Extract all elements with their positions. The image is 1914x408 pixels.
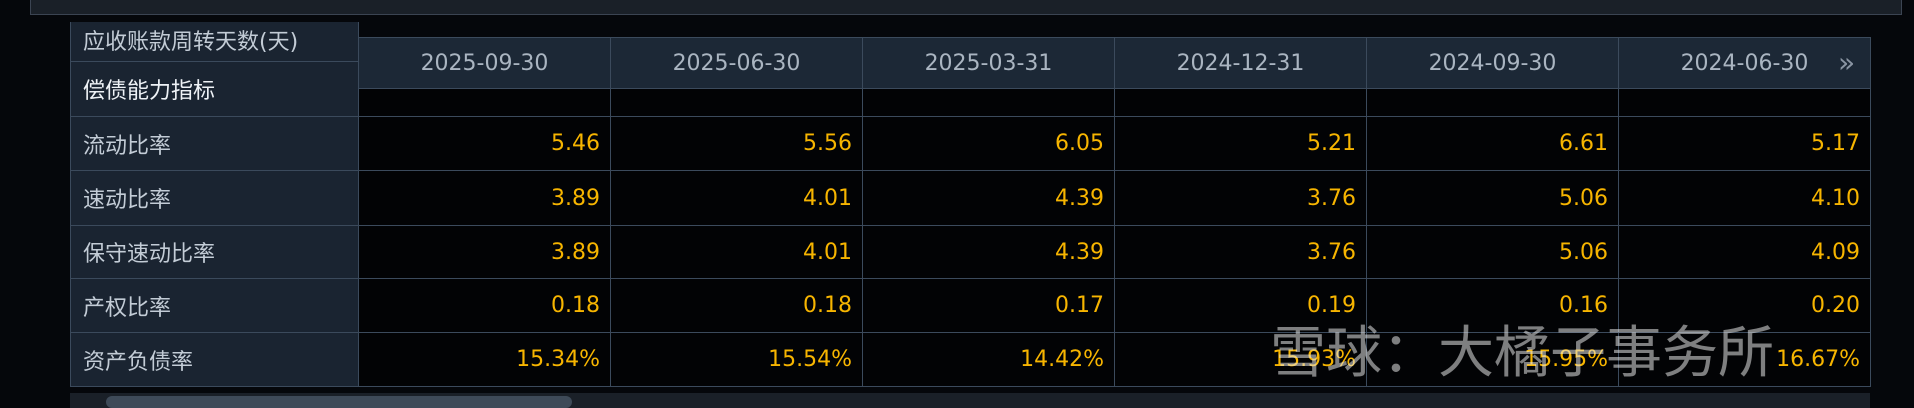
value-cell: 3.89	[358, 225, 611, 279]
value-cell: 0.16	[1366, 278, 1619, 333]
row-label: 应收账款周转天数(天)	[70, 22, 359, 62]
column-header: 2025-06-30	[610, 37, 863, 89]
column-header: 2024-12-31	[1114, 37, 1367, 89]
value-cell: 3.89	[358, 170, 611, 226]
value-cell: 4.39	[862, 170, 1115, 226]
value-cell: 16.67%	[1618, 332, 1871, 387]
row-label: 资产负债率	[70, 332, 359, 387]
value-cell: 5.21	[1114, 116, 1367, 171]
column-header: 2025-03-31	[862, 37, 1115, 89]
scrollbar[interactable]	[70, 393, 1870, 408]
value-cell: 0.18	[610, 278, 863, 333]
value-cell: 15.34%	[358, 332, 611, 387]
value-cell: 6.61	[1366, 116, 1619, 171]
empty-cell	[358, 88, 611, 117]
value-cell: 5.56	[610, 116, 863, 171]
value-cell: 0.18	[358, 278, 611, 333]
value-cell: 3.76	[1114, 170, 1367, 226]
value-cell: 4.01	[610, 170, 863, 226]
row-label: 保守速动比率	[70, 225, 359, 279]
value-cell: 4.09	[1618, 225, 1871, 279]
value-cell: 0.19	[1114, 278, 1367, 333]
value-cell: 3.76	[1114, 225, 1367, 279]
empty-cell	[1618, 88, 1871, 117]
value-cell: 6.05	[862, 116, 1115, 171]
empty-cell	[610, 88, 863, 117]
row-label: 产权比率	[70, 278, 359, 333]
value-cell: 0.20	[1618, 278, 1871, 333]
column-header: 2024-06-30	[1618, 37, 1871, 89]
value-cell: 5.06	[1366, 225, 1619, 279]
empty-cell	[862, 88, 1115, 117]
top-bar	[30, 0, 1902, 15]
value-cell: 15.54%	[610, 332, 863, 387]
value-cell: 14.42%	[862, 332, 1115, 387]
scroll-thumb[interactable]	[106, 396, 572, 408]
row-label: 流动比率	[70, 116, 359, 171]
value-cell: 4.10	[1618, 170, 1871, 226]
value-cell: 15.93%	[1114, 332, 1367, 387]
value-cell: 15.95%	[1366, 332, 1619, 387]
column-header: 2024-09-30	[1366, 37, 1619, 89]
value-cell: 0.17	[862, 278, 1115, 333]
more-columns-button[interactable]: »	[1838, 46, 1856, 79]
value-cell: 4.39	[862, 225, 1115, 279]
section-label: 偿债能力指标	[70, 61, 359, 117]
empty-cell	[1114, 88, 1367, 117]
value-cell: 5.17	[1618, 116, 1871, 171]
value-cell: 5.46	[358, 116, 611, 171]
column-header: 2025-09-30	[358, 37, 611, 89]
value-cell: 4.01	[610, 225, 863, 279]
watermark: 雪球：大橘子事务所	[1270, 321, 1774, 386]
value-cell: 5.06	[1366, 170, 1619, 226]
empty-cell	[1366, 88, 1619, 117]
row-label: 速动比率	[70, 170, 359, 226]
